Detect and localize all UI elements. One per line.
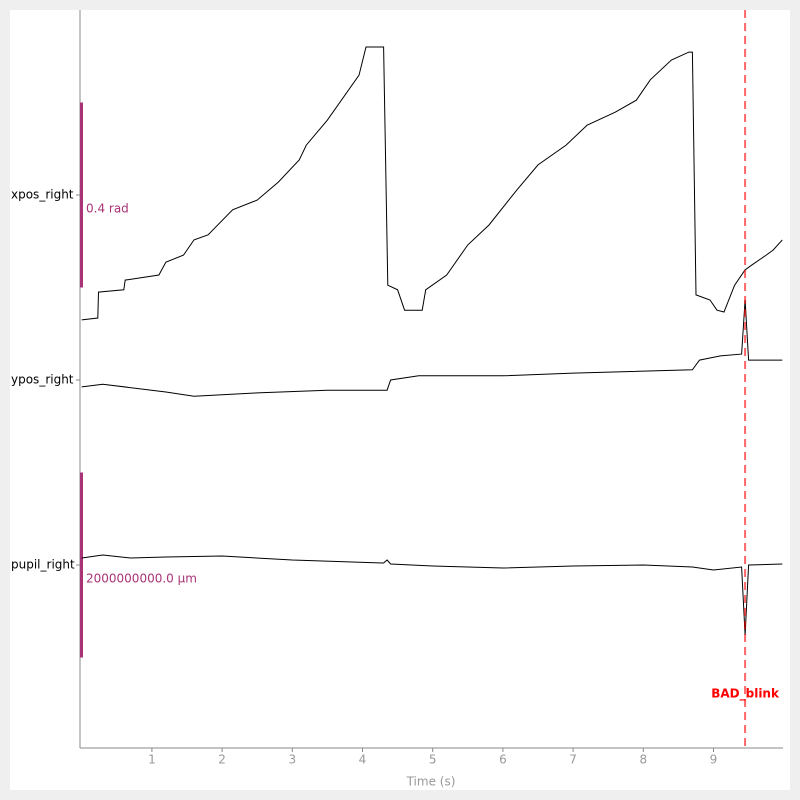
x-tick-label: 5: [429, 753, 437, 767]
scalebar: [80, 102, 83, 288]
x-tick-label: 8: [639, 753, 647, 767]
trace: [81, 299, 783, 397]
channel-label: xpos_right: [11, 188, 74, 202]
scalebar-label: 0.4 rad: [86, 202, 129, 216]
x-tick-label: 3: [288, 753, 296, 767]
channel-label: pupil_right: [11, 558, 75, 572]
x-axis-label: Time (s): [406, 775, 456, 789]
trace: [81, 46, 783, 321]
channel-label: ypos_right: [11, 373, 74, 387]
chart: Time (s) 1 2 3 4 5 6 7 8 9 xpos_right 0.4 rad ypos_…: [10, 10, 790, 790]
annotation-label: BAD_blink: [711, 687, 780, 702]
x-tick-label: 6: [499, 753, 507, 767]
trace: [81, 554, 783, 636]
x-tick-label: 9: [710, 753, 718, 767]
x-tick-label: 1: [148, 753, 156, 767]
x-tick-label: 2: [218, 753, 226, 767]
x-tick-label: 4: [359, 753, 367, 767]
scalebar-label: 2000000000.0 µm: [86, 572, 197, 586]
scalebar: [80, 472, 83, 658]
x-tick-label: 7: [569, 753, 577, 767]
